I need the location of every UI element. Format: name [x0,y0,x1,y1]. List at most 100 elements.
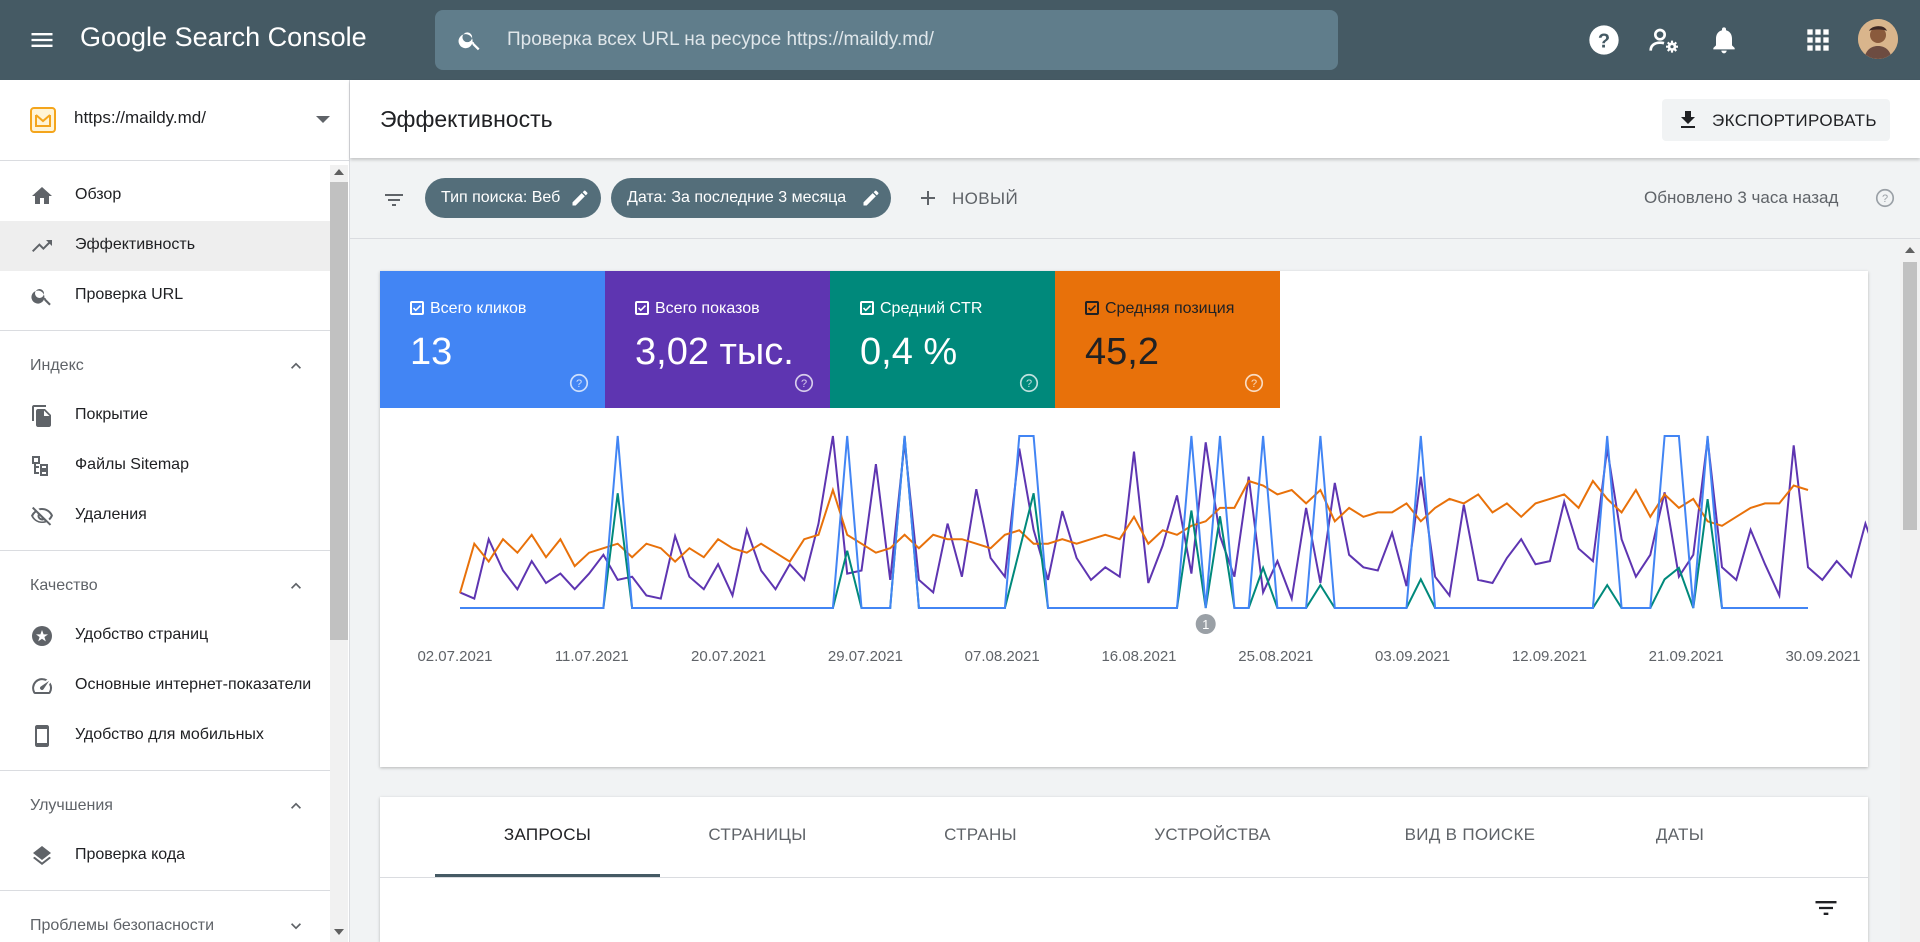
tab-pages[interactable]: СТРАНИЦЫ [645,797,870,877]
svg-text:?: ? [1026,378,1032,390]
chevron-up-icon [291,582,301,589]
x-tick-label: 30.09.2021 [1785,648,1860,665]
metric-value: 0,4 % [860,331,958,373]
nav-url-inspection[interactable]: Проверка URL [0,271,330,321]
nav-sitemaps[interactable]: Файлы Sitemap [0,441,330,491]
metric-label: Всего кликов [430,300,527,317]
nav-mobile-usability[interactable]: Удобство для мобильных [0,711,330,761]
mobile-icon [35,725,49,747]
metric-value: 45,2 [1085,331,1159,373]
tab-queries[interactable]: ЗАПРОСЫ [435,797,660,877]
sidebar-scrollbar-thumb[interactable] [330,182,348,640]
metric-total-impressions[interactable]: Всего показов 3,02 тыс. ? [605,271,830,408]
svg-text:?: ? [1598,30,1610,52]
account-avatar[interactable] [1858,19,1898,59]
tab-devices[interactable]: УСТРОЙСТВА [1100,797,1325,877]
nav-overview[interactable]: Обзор [0,171,330,221]
section-quality[interactable]: Качество [0,561,330,611]
filter-icon[interactable] [382,188,406,212]
nav-code-check[interactable]: Проверка кода [0,831,330,881]
edit-icon[interactable] [570,188,590,208]
x-tick-label: 03.09.2021 [1375,648,1450,665]
x-tick-label: 21.09.2021 [1649,648,1724,665]
top-app-bar: Google Search Console Проверка всех URL … [0,0,1920,80]
metric-average-ctr[interactable]: Средний CTR 0,4 % ? [830,271,1055,408]
series-line [460,435,1808,609]
nav-performance[interactable]: Эффективность [0,221,330,271]
notifications-icon[interactable] [1708,24,1740,56]
checkbox-checked-icon[interactable] [860,301,874,315]
tab-search-appearance[interactable]: ВИД В ПОИСКЕ [1350,797,1590,877]
help-outline-icon[interactable]: ? [568,372,590,394]
metric-total-clicks[interactable]: Всего кликов 13 ? [380,271,605,408]
page-header: Эффективность ЭКСПОРТИРОВАТЬ [350,80,1920,158]
nav-mobile-usability-label: Удобство для мобильных [75,726,264,743]
help-outline-icon[interactable]: ? [1243,372,1265,394]
section-index[interactable]: Индекс [0,341,330,391]
add-filter-button[interactable]: НОВЫЙ [910,178,1020,218]
date-range-chip[interactable]: Дата: За последние 3 месяца [611,178,891,218]
export-button[interactable]: ЭКСПОРТИРОВАТЬ [1662,99,1890,141]
file-copy-icon [32,405,51,427]
nav-core-web-vitals[interactable]: Основные интернет-показатели [0,661,330,711]
svg-text:?: ? [1251,378,1257,390]
checkbox-checked-icon[interactable] [410,301,424,315]
tabs-divider [380,877,1868,878]
apps-grid-icon[interactable] [1802,24,1834,56]
nav-removals[interactable]: Удаления [0,491,330,541]
svg-text:?: ? [576,378,582,390]
help-outline-icon[interactable]: ? [1018,372,1040,394]
chevron-up-icon [291,362,301,369]
x-tick-label: 29.07.2021 [828,648,903,665]
nav-performance-label: Эффективность [75,236,196,253]
table-filter-icon[interactable] [1812,894,1840,922]
scroll-up-icon[interactable] [334,169,344,175]
tab-dates[interactable]: ДАТЫ [1590,797,1770,877]
scroll-up-icon[interactable] [1905,247,1915,253]
tab-devices-label: УСТРОЙСТВА [1154,825,1271,844]
metric-label: Всего показов [655,300,760,317]
checkbox-checked-icon[interactable] [635,301,649,315]
search-input[interactable]: Проверка всех URL на ресурсе https://mai… [507,29,934,50]
section-security[interactable]: Проблемы безопасности [0,901,330,942]
user-settings-icon[interactable] [1648,24,1680,56]
download-icon [1681,111,1695,128]
dropdown-arrow-icon [316,116,330,123]
section-quality-title: Качество [30,577,98,594]
search-type-chip[interactable]: Тип поиска: Веб [425,178,601,218]
help-outline-icon[interactable]: ? [1874,187,1896,209]
property-selector[interactable]: https://maildy.md/ [0,80,349,161]
section-index-title: Индекс [30,357,84,374]
active-tab-indicator [435,874,660,877]
checkbox-checked-icon[interactable] [1085,301,1099,315]
sitemap-icon [32,456,48,476]
app-logo[interactable]: Google Search Console [80,22,367,52]
edit-icon[interactable] [861,188,881,208]
metric-average-position[interactable]: Средняя позиция 45,2 ? [1055,271,1280,408]
performance-line-chart[interactable]: 1 02.07.2021 11.07.2021 20.07.2021 29.07.202… [380,408,1868,767]
scroll-down-icon[interactable] [334,929,344,935]
main-scrollbar-thumb[interactable] [1903,262,1917,530]
nav-core-web-vitals-label: Основные интернет-показатели [75,676,312,693]
annotation-marker[interactable] [1195,614,1216,634]
home-icon [32,187,52,204]
dimension-tabs-card: ЗАПРОСЫ СТРАНИЦЫ СТРАНЫ УСТРОЙСТВА ВИД В… [380,797,1868,942]
nav-page-experience[interactable]: Удобство страниц [0,611,330,661]
tab-dates-label: ДАТЫ [1655,825,1705,844]
nav-overview-label: Обзор [75,186,122,203]
help-outline-icon[interactable]: ? [793,372,815,394]
nav-sitemaps-label: Файлы Sitemap [75,456,189,473]
url-inspect-search[interactable]: Проверка всех URL на ресурсе https://mai… [435,10,1338,70]
metric-value: 13 [410,331,453,373]
menu-icon[interactable] [28,26,56,54]
trending-up-icon [32,240,52,252]
section-enhancements[interactable]: Улучшения [0,781,330,831]
tab-countries[interactable]: СТРАНЫ [868,797,1093,877]
x-tick-label: 02.07.2021 [417,648,492,665]
nav-url-inspection-label: Проверка URL [75,286,184,303]
section-enhancements-title: Улучшения [30,797,113,814]
nav-coverage[interactable]: Покрытие [0,391,330,441]
x-tick-label: 12.09.2021 [1512,648,1587,665]
plus-icon [921,191,935,205]
help-icon[interactable]: ? [1588,24,1620,56]
